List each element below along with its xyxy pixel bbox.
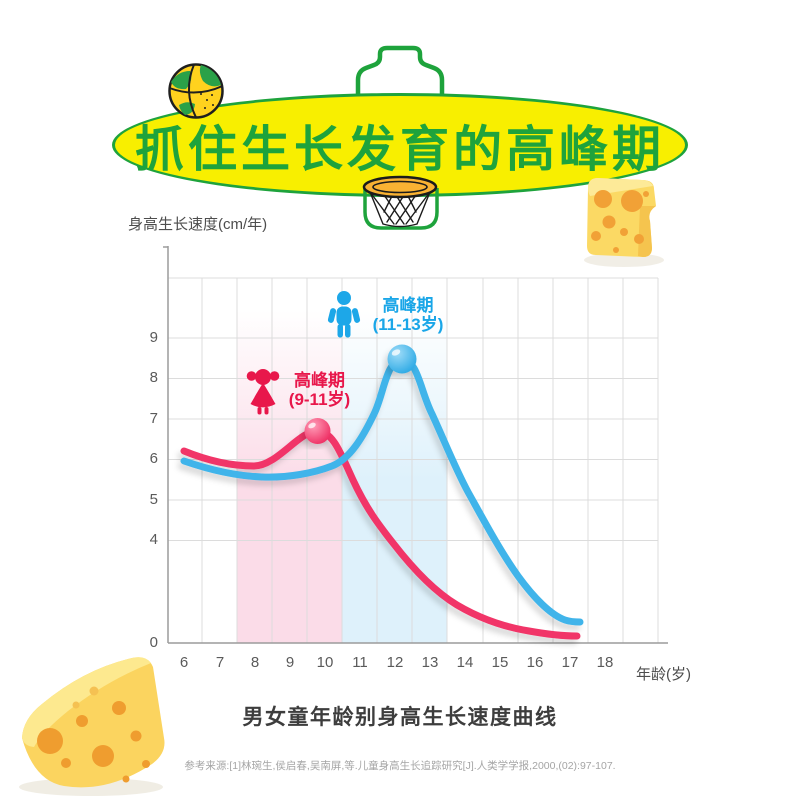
x-tick: 13 <box>421 654 439 671</box>
x-axis-title: 年龄(岁) <box>636 666 691 683</box>
y-tick: 5 <box>149 491 158 508</box>
x-tick: 16 <box>526 654 544 671</box>
chart-caption: 男女童年龄别身高生长速度曲线 <box>242 706 558 729</box>
cheese-wedge-icon <box>19 657 165 796</box>
boys-peak-title: 高峰期 <box>382 296 434 315</box>
cheese-cube-icon <box>584 178 664 267</box>
basketball-icon <box>168 63 224 119</box>
x-tick: 12 <box>386 654 404 671</box>
boys-peak-marker <box>387 344 417 374</box>
x-tick: 7 <box>215 654 225 671</box>
y-tick: 0 <box>149 634 158 651</box>
axes <box>163 246 668 644</box>
basketball-hoop-icon <box>362 175 439 230</box>
girls-peak-marker <box>304 418 331 444</box>
box-handle-icon <box>355 45 445 108</box>
x-tick: 8 <box>250 654 260 671</box>
y-tick: 6 <box>149 450 158 467</box>
growth-velocity-chart <box>163 246 668 644</box>
y-axis-title: 身高生长速度(cm/年) <box>128 216 268 233</box>
reference-text: 参考来源:[1]林琬生,侯启春,吴南屏,等.儿童身高生长追踪研究[J].人类学学… <box>184 760 616 772</box>
boys-curve <box>180 356 584 626</box>
y-tick: 9 <box>149 329 158 346</box>
boys-peak-annotation: 高峰期 (11-13岁) <box>358 296 458 334</box>
girl-icon <box>246 369 280 415</box>
x-tick: 15 <box>491 654 509 671</box>
y-tick: 7 <box>149 410 158 427</box>
x-tick: 17 <box>561 654 579 671</box>
girls-peak-title: 高峰期 <box>294 371 345 390</box>
boys-peak-range: (11-13岁) <box>372 315 444 334</box>
x-tick: 10 <box>316 654 334 671</box>
x-tick: 11 <box>352 654 368 671</box>
x-tick: 9 <box>285 654 295 671</box>
y-tick: 8 <box>149 369 158 386</box>
page-title: 抓住生长发育的高峰期 <box>134 122 665 177</box>
boy-icon <box>327 291 361 338</box>
x-tick: 6 <box>179 654 189 671</box>
girls-peak-annotation: 高峰期 (9-11岁) <box>272 371 367 409</box>
girls-peak-range: (9-11岁) <box>288 390 351 409</box>
girls-curve <box>180 427 581 640</box>
x-tick: 18 <box>596 654 614 671</box>
x-tick: 14 <box>456 654 474 671</box>
y-tick: 4 <box>149 531 158 548</box>
